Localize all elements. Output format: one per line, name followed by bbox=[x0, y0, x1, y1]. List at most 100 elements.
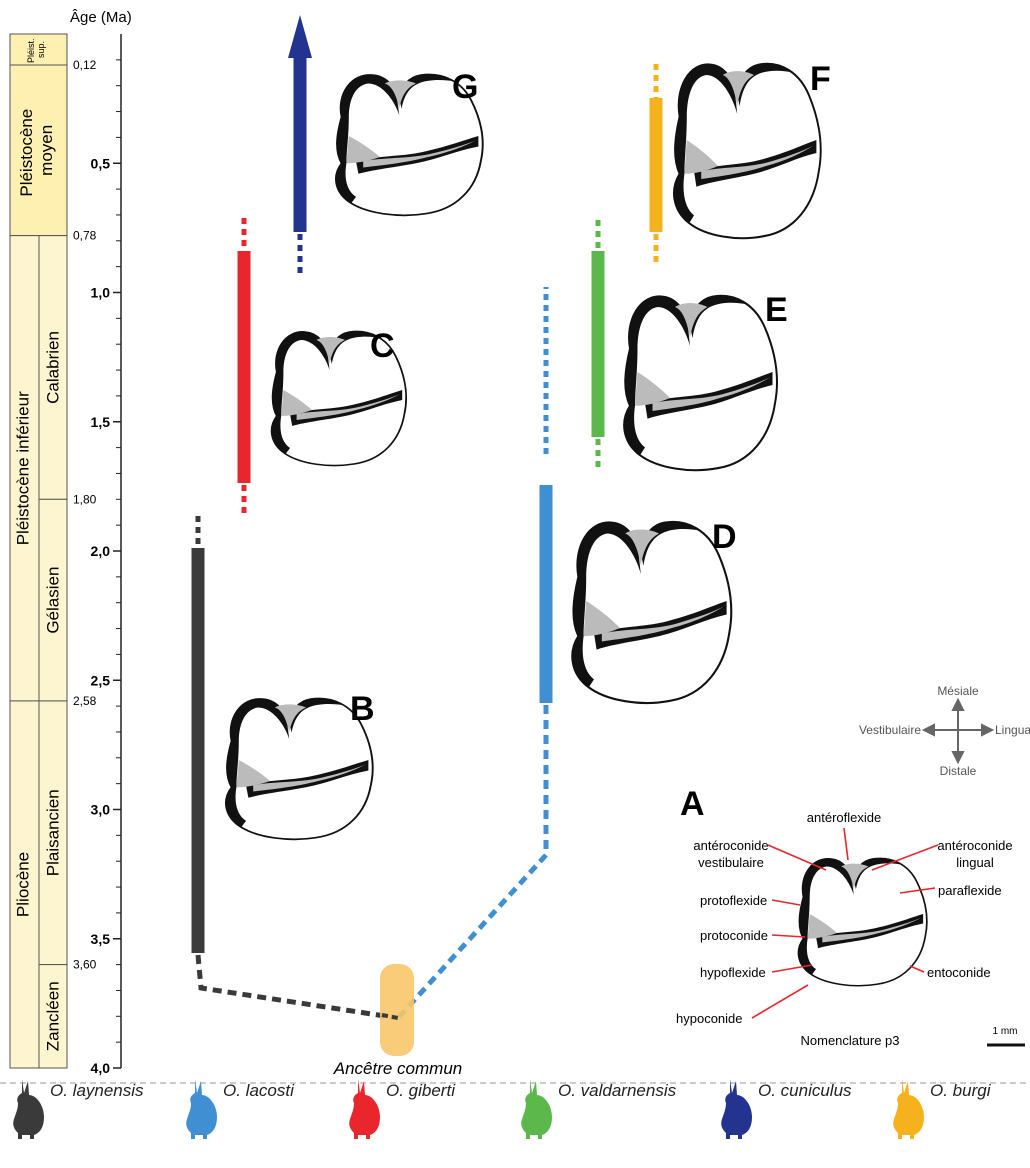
arrow-protoconide bbox=[771, 934, 806, 938]
axis-tick-label: 1,5 bbox=[91, 414, 111, 430]
axis-title: Âge (Ma) bbox=[70, 9, 132, 26]
arrow-entoconide bbox=[909, 965, 925, 973]
stage-gelasien bbox=[38, 498, 68, 702]
orientation-arrow-right bbox=[981, 723, 995, 737]
rabbit-icon bbox=[721, 1079, 752, 1139]
nomenclature-arrows bbox=[751, 827, 939, 1019]
tooth-C: D bbox=[571, 518, 737, 705]
common-ancestor: Ancêtre commun bbox=[333, 964, 463, 1078]
axis-tick-label: 1,0 bbox=[91, 285, 111, 301]
tooth-label-C: D bbox=[712, 518, 737, 556]
tooth-E: E bbox=[623, 291, 788, 472]
arrow-anteroconide-vestibulaire bbox=[767, 844, 827, 871]
label-paraflexide: paraflexide bbox=[938, 883, 1002, 898]
label-entoconide: entoconide bbox=[927, 965, 991, 980]
axis-tick-label: 2,5 bbox=[91, 672, 111, 688]
rabbit-icon bbox=[349, 1079, 380, 1139]
tooth-label-D: C bbox=[370, 327, 395, 365]
arrow-hypoflexide bbox=[771, 964, 813, 973]
tooth-label-F: F bbox=[810, 60, 831, 98]
tooth-label-B: B bbox=[350, 690, 375, 728]
epoch-pleist-sup bbox=[9, 33, 68, 66]
arrow-anteroflexide bbox=[843, 827, 849, 861]
label-anteroconide-vestibulaire-1: antéroconide bbox=[693, 838, 768, 853]
label-hypoconide: hypoconide bbox=[676, 1011, 743, 1026]
legend-item-cuniculus: O. cuniculus bbox=[718, 1075, 852, 1165]
epoch-label-pleistocene-moyen-line1: Pléistocène bbox=[17, 109, 36, 197]
tooth-D: C bbox=[270, 327, 408, 467]
legend-item-burgi: O. burgi bbox=[890, 1075, 990, 1165]
legend-label-lacosti: O. lacosti bbox=[223, 1081, 294, 1100]
axis-tick-label: 2,0 bbox=[91, 543, 111, 559]
boundary-label: 0,12 bbox=[73, 58, 97, 72]
label-anteroconide-lingual-2: lingual bbox=[956, 855, 994, 870]
range-lacosti-to-ancestor bbox=[396, 705, 549, 1020]
legend-item-lacosti: O. lacosti bbox=[183, 1075, 294, 1165]
orientation-lingual: Linguale bbox=[995, 723, 1030, 737]
rabbit-icon bbox=[521, 1079, 552, 1139]
stage-label-plaisancien: Plaisancien bbox=[43, 789, 62, 876]
stratigraphy-column: Pléist. sup. Pléistocène moyen Pléistocè… bbox=[9, 33, 68, 1069]
epoch-label-pliocene: Pliocène bbox=[13, 852, 32, 917]
axis-tick-label: 4,0 bbox=[91, 1060, 111, 1076]
label-protoconide: protoconide bbox=[700, 928, 768, 943]
nomenclature-panel: A antéroflexide antéroconide vestibulair… bbox=[676, 785, 1025, 1048]
ancestor-black-fragment bbox=[381, 1013, 399, 1020]
legend-item-laynensis: O. laynensis bbox=[10, 1075, 144, 1165]
epoch-label-pleist-sup-line2: sup. bbox=[36, 41, 46, 58]
arrow-protoflexide bbox=[771, 899, 801, 906]
stage-label-gelasien: Gélasien bbox=[43, 567, 62, 634]
tooth-G: G bbox=[335, 68, 484, 217]
nomenclature-title: Nomenclature p3 bbox=[801, 1033, 900, 1048]
epoch-pleistocene-inferieur bbox=[9, 235, 40, 702]
label-hypoflexide: hypoflexide bbox=[700, 965, 766, 980]
boundary-label: 3,60 bbox=[73, 958, 97, 972]
rabbit-icon bbox=[186, 1079, 217, 1139]
boundary-label: 0,78 bbox=[73, 229, 97, 243]
label-protoflexide: protoflexide bbox=[700, 893, 767, 908]
axis-tick-label: 0,5 bbox=[91, 155, 111, 171]
label-anteroconide-vestibulaire-2: vestibulaire bbox=[698, 855, 764, 870]
legend-item-giberti: O. giberti bbox=[346, 1075, 455, 1165]
label-anteroflexide: antéroflexide bbox=[807, 810, 881, 825]
age-axis: Âge (Ma) 1,0 1,5 2,0 2,5 3,0 3,5 4,0 0,5 0,12 0,7… bbox=[70, 9, 132, 1076]
range-cuniculus-arrowhead bbox=[288, 15, 312, 58]
stage-label-calabrien: Calabrien bbox=[43, 331, 62, 404]
epoch-label-pleistocene-moyen: Pléistocène moyen bbox=[17, 104, 56, 197]
legend-label-giberti: O. giberti bbox=[386, 1081, 455, 1100]
tooth-F: F bbox=[672, 60, 831, 240]
orientation-distal: Distale bbox=[940, 764, 977, 778]
tooth-label-E: E bbox=[765, 291, 788, 329]
range-laynensis-to-ancestor bbox=[195, 954, 399, 1021]
rabbit-icon bbox=[13, 1079, 45, 1139]
legend-label-cuniculus: O. cuniculus bbox=[758, 1081, 852, 1100]
arrow-hypoconide bbox=[751, 984, 809, 1019]
stage-zancleen bbox=[38, 964, 68, 1069]
axis-tick-label: 3,5 bbox=[91, 931, 111, 947]
axis-tick-label: 3,0 bbox=[91, 802, 111, 818]
arrow-paraflexide bbox=[899, 887, 936, 894]
tooth-B: B bbox=[225, 690, 375, 841]
nomenclature-letter: A bbox=[680, 785, 705, 823]
rabbit-icon bbox=[893, 1079, 924, 1139]
lineage-ranges bbox=[191, 15, 663, 1021]
scale-bar-label: 1 mm bbox=[993, 1026, 1018, 1037]
nomenclature-tooth bbox=[797, 857, 928, 987]
epoch-label-pleist-sup: Pléist. sup. bbox=[26, 36, 46, 63]
legend-label-valdarnensis: O. valdarnensis bbox=[558, 1081, 677, 1100]
orientation-vestibular: Vestibulaire bbox=[859, 723, 921, 737]
stage-label-zancleen: Zancléen bbox=[43, 981, 62, 1051]
orientation-arrow-up bbox=[951, 697, 965, 711]
arrow-anteroconide-lingual bbox=[871, 844, 939, 871]
legend-item-valdarnensis: O. valdarnensis bbox=[518, 1075, 676, 1165]
epoch-label-pleistocene-moyen-line2: moyen bbox=[37, 125, 56, 176]
legend-label-laynensis: O. laynensis bbox=[50, 1081, 144, 1100]
epoch-label-pleistocene-inferieur: Pléistocène inférieur bbox=[13, 391, 32, 545]
epoch-pleistocene-moyen bbox=[9, 64, 68, 237]
ancestor-label: Ancêtre commun bbox=[333, 1059, 463, 1078]
orientation-mesial: Mésiale bbox=[937, 684, 979, 698]
epoch-label-pleist-sup-line1: Pléist. bbox=[26, 39, 36, 64]
boundary-label: 1,80 bbox=[73, 492, 97, 506]
boundary-label: 2,58 bbox=[73, 694, 97, 708]
